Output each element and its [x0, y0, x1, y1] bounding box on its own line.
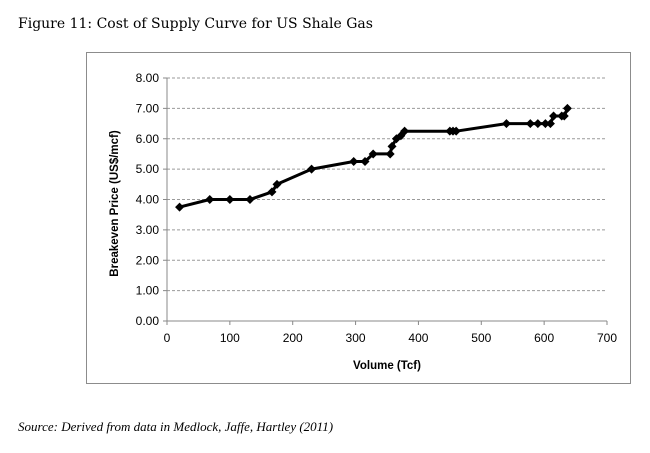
- data-point: [368, 149, 378, 159]
- data-point: [501, 119, 511, 129]
- data-point: [451, 126, 461, 136]
- source-note: Source: Derived from data in Medlock, Ja…: [18, 419, 334, 434]
- gridlines: [167, 77, 607, 292]
- data-point: [545, 119, 555, 129]
- y-tick-label: 6.00: [136, 132, 160, 146]
- data-point: [349, 157, 359, 167]
- data-point: [549, 111, 559, 121]
- figure-title: Figure 11: Cost of Supply Curve for US S…: [18, 16, 373, 32]
- data-point: [562, 103, 572, 113]
- x-tick-label: 300: [346, 331, 366, 345]
- data-point: [533, 119, 543, 129]
- y-tick-label: 8.00: [136, 71, 160, 85]
- y-tick-label: 1.00: [136, 284, 160, 298]
- data-point: [175, 202, 185, 212]
- axes: [163, 77, 608, 325]
- x-tick-label: 400: [408, 331, 428, 345]
- data-point: [205, 195, 215, 204]
- y-axis-title: Breakeven Price (US$/mcf): [109, 130, 121, 277]
- x-tick-label: 500: [471, 331, 491, 345]
- data-point: [540, 119, 550, 129]
- series-layer: [175, 103, 572, 212]
- data-point: [525, 119, 535, 129]
- x-tick-label: 100: [220, 331, 240, 345]
- data-point: [400, 126, 410, 136]
- data-point: [387, 141, 397, 151]
- supply-curve-chart: 0.00 1.00 2.00 3.00 4.00 5.00 6.00 7.00 8.00 0 10…: [109, 71, 618, 372]
- x-tick-label: 700: [597, 331, 617, 345]
- y-tick-labels: 0.00 1.00 2.00 3.00 4.00 5.00 6.00 7.00 8.00: [136, 71, 160, 328]
- y-tick-label: 3.00: [136, 223, 160, 237]
- data-point: [307, 164, 317, 174]
- y-tick-label: 2.00: [136, 253, 160, 267]
- data-point: [385, 149, 395, 159]
- y-tick-label: 5.00: [136, 162, 160, 176]
- chart-frame: 0.00 1.00 2.00 3.00 4.00 5.00 6.00 7.00 8.00 0 10…: [86, 52, 631, 384]
- x-tick-labels: 0 100 200 300 400 500 600 700: [164, 331, 618, 345]
- data-point: [396, 131, 406, 141]
- y-tick-label: 0.00: [136, 314, 160, 328]
- x-tick-label: 200: [283, 331, 303, 345]
- x-axis-title: Volume (Tcf): [353, 360, 421, 372]
- y-tick-label: 4.00: [136, 193, 160, 207]
- data-point: [225, 195, 235, 204]
- data-point: [559, 111, 569, 121]
- y-tick-label: 7.00: [136, 101, 160, 115]
- data-point: [267, 187, 277, 197]
- x-tick-label: 600: [534, 331, 554, 345]
- data-point: [272, 179, 282, 189]
- data-point: [245, 195, 255, 204]
- x-tick-label: 0: [164, 331, 171, 345]
- data-point: [360, 157, 370, 167]
